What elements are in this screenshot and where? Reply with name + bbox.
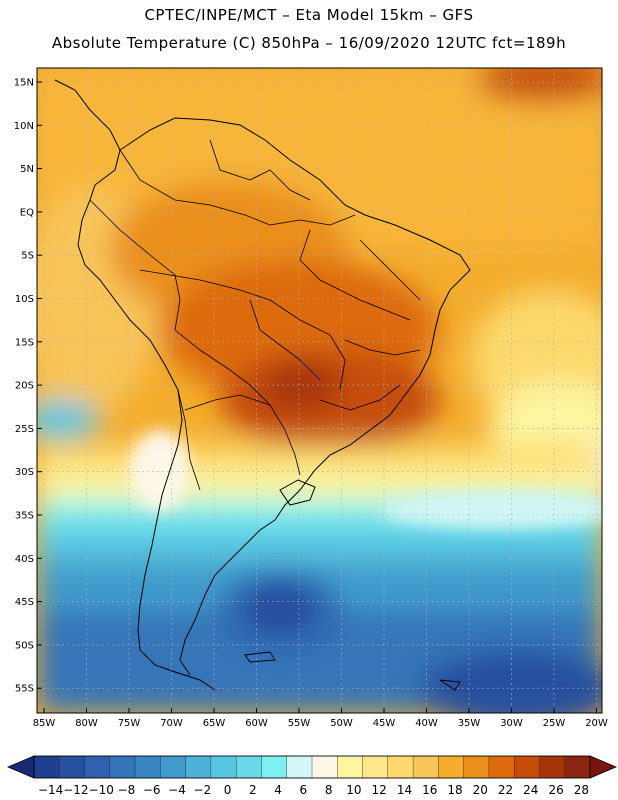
lat-label: 20S xyxy=(15,381,34,392)
colorbar-label: −8 xyxy=(118,783,136,797)
lat-label: 15S xyxy=(15,337,34,348)
colorbar-label: 18 xyxy=(447,783,462,797)
longitude-labels: 85W 80W 75W 70W 65W 60W 55W 50W 45W 40W 35W 30W 25W 2… xyxy=(33,708,608,729)
colorbar-swatch xyxy=(463,755,490,779)
colorbar-label: 14 xyxy=(397,783,412,797)
lat-label: 45S xyxy=(15,597,34,608)
colorbar-label: 10 xyxy=(346,783,361,797)
colorbar-label: −10 xyxy=(89,783,114,797)
latitude-labels: 15N 10N 5N EQ 5S 10S 15S 20S 25S 30S 35S 40S 45S 50S 5… xyxy=(14,78,42,695)
colorbar-swatch xyxy=(109,755,136,779)
colorbar-swatch xyxy=(286,755,313,779)
colorbar-frame xyxy=(33,755,591,779)
lon-label: 55W xyxy=(288,718,311,729)
lon-label: 25W xyxy=(543,718,566,729)
lon-label: 85W xyxy=(33,718,56,729)
colorbar-label: 2 xyxy=(249,783,257,797)
colorbar-swatch xyxy=(564,755,591,779)
colorbar-swatch xyxy=(387,755,414,779)
colorbar-label: 16 xyxy=(422,783,437,797)
lon-label: 35W xyxy=(458,718,481,729)
lon-label: 50W xyxy=(330,718,353,729)
colorbar-swatch xyxy=(185,755,212,779)
colorbar-label: −14 xyxy=(38,783,63,797)
colorbar-label: 8 xyxy=(325,783,333,797)
colorbar-swatch xyxy=(134,755,161,779)
lon-label: 20W xyxy=(585,718,608,729)
colorbar-over-arrow xyxy=(589,755,618,779)
lon-label: 30W xyxy=(500,718,523,729)
lon-label: 80W xyxy=(75,718,98,729)
colorbar-label: 20 xyxy=(473,783,488,797)
map-frame xyxy=(36,67,603,714)
colorbar-label: 24 xyxy=(523,783,538,797)
lon-label: 45W xyxy=(373,718,396,729)
graticule xyxy=(37,68,602,713)
colorbar-swatch xyxy=(160,755,187,779)
colorbar-label: −4 xyxy=(168,783,186,797)
lat-label: 50S xyxy=(15,640,34,651)
map-title-line-2: Absolute Temperature (C) 850hPa – 16/09/… xyxy=(51,34,567,52)
colorbar-swatch xyxy=(210,755,237,779)
colorbar-swatch xyxy=(362,755,389,779)
colorbar-label: 6 xyxy=(300,783,308,797)
colorbar-label: 22 xyxy=(498,783,513,797)
lat-label: 15N xyxy=(14,78,34,89)
temperature-field xyxy=(37,68,602,713)
colorbar-label: −12 xyxy=(63,783,88,797)
colorbar-label: 26 xyxy=(548,783,563,797)
colorbar-swatch xyxy=(412,755,439,779)
lon-label: 70W xyxy=(160,718,183,729)
lat-label: EQ xyxy=(20,207,34,218)
colorbar-swatch xyxy=(488,755,515,779)
colorbar-swatch xyxy=(59,755,86,779)
lon-label: 60W xyxy=(245,718,268,729)
colorbar-label: 28 xyxy=(574,783,589,797)
lat-label: 10S xyxy=(15,294,34,305)
colorbar-swatch xyxy=(539,755,566,779)
lon-label: 40W xyxy=(415,718,438,729)
colorbar-label: 4 xyxy=(274,783,282,797)
colorbar-swatch xyxy=(513,755,540,779)
lat-label: 40S xyxy=(15,554,34,565)
lat-label: 30S xyxy=(15,467,34,478)
colorbar-swatch xyxy=(84,755,111,779)
country-borders xyxy=(89,139,421,491)
colorbar-label: 12 xyxy=(372,783,387,797)
colorbar-swatch xyxy=(438,755,465,779)
lon-label: 75W xyxy=(118,718,141,729)
colorbar-swatch xyxy=(235,755,262,779)
lat-label: 5S xyxy=(21,251,34,262)
map-title-line-1: CPTEC/INPE/MCT – Eta Model 15km – GFS xyxy=(144,6,474,24)
lat-label: 35S xyxy=(15,511,34,522)
colorbar-swatch xyxy=(311,755,338,779)
colorbar-swatch xyxy=(33,755,60,779)
coastline xyxy=(54,79,471,691)
colorbar-label: −6 xyxy=(143,783,161,797)
colorbar-label: −2 xyxy=(193,783,211,797)
colorbar-under-arrow xyxy=(6,755,35,779)
lat-label: 5N xyxy=(20,164,34,175)
colorbar xyxy=(6,755,618,779)
lat-label: 55S xyxy=(15,684,34,695)
colorbar-label: 0 xyxy=(224,783,232,797)
lat-label: 10N xyxy=(14,121,34,132)
lat-label: 25S xyxy=(15,424,34,435)
colorbar-swatch xyxy=(261,755,288,779)
lon-label: 65W xyxy=(203,718,226,729)
colorbar-labels: −14 −12 −10 −8 −6 −4 −2 0 2 4 6 8 10 12 14 16 18 20 22 24 26… xyxy=(38,783,589,797)
colorbar-swatch xyxy=(337,755,364,779)
